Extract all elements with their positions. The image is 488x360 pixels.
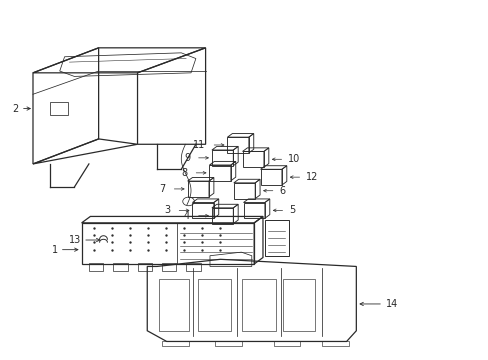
- Text: 14: 14: [385, 299, 397, 309]
- Bar: [162, 341, 188, 346]
- Text: 9: 9: [183, 153, 190, 163]
- Bar: [186, 263, 201, 271]
- Text: 6: 6: [279, 186, 285, 196]
- Bar: [159, 279, 188, 331]
- Text: 5: 5: [288, 205, 295, 215]
- Bar: [273, 341, 300, 346]
- Bar: [322, 341, 348, 346]
- Text: 12: 12: [305, 172, 318, 182]
- Text: 1: 1: [52, 245, 58, 255]
- Text: 8: 8: [181, 168, 187, 178]
- Bar: [265, 220, 288, 256]
- Bar: [81, 223, 254, 264]
- Text: 3: 3: [164, 205, 170, 215]
- Bar: [215, 341, 242, 346]
- Bar: [198, 279, 231, 331]
- Bar: [113, 263, 127, 271]
- Text: 4: 4: [183, 211, 190, 221]
- Text: 7: 7: [159, 184, 165, 194]
- Text: 10: 10: [287, 154, 300, 164]
- Bar: [283, 279, 314, 331]
- Text: 13: 13: [69, 235, 81, 245]
- Text: 2: 2: [13, 104, 19, 113]
- Bar: [89, 263, 103, 271]
- Text: 11: 11: [193, 140, 205, 150]
- Bar: [137, 263, 152, 271]
- Bar: [162, 263, 176, 271]
- Bar: [242, 279, 276, 331]
